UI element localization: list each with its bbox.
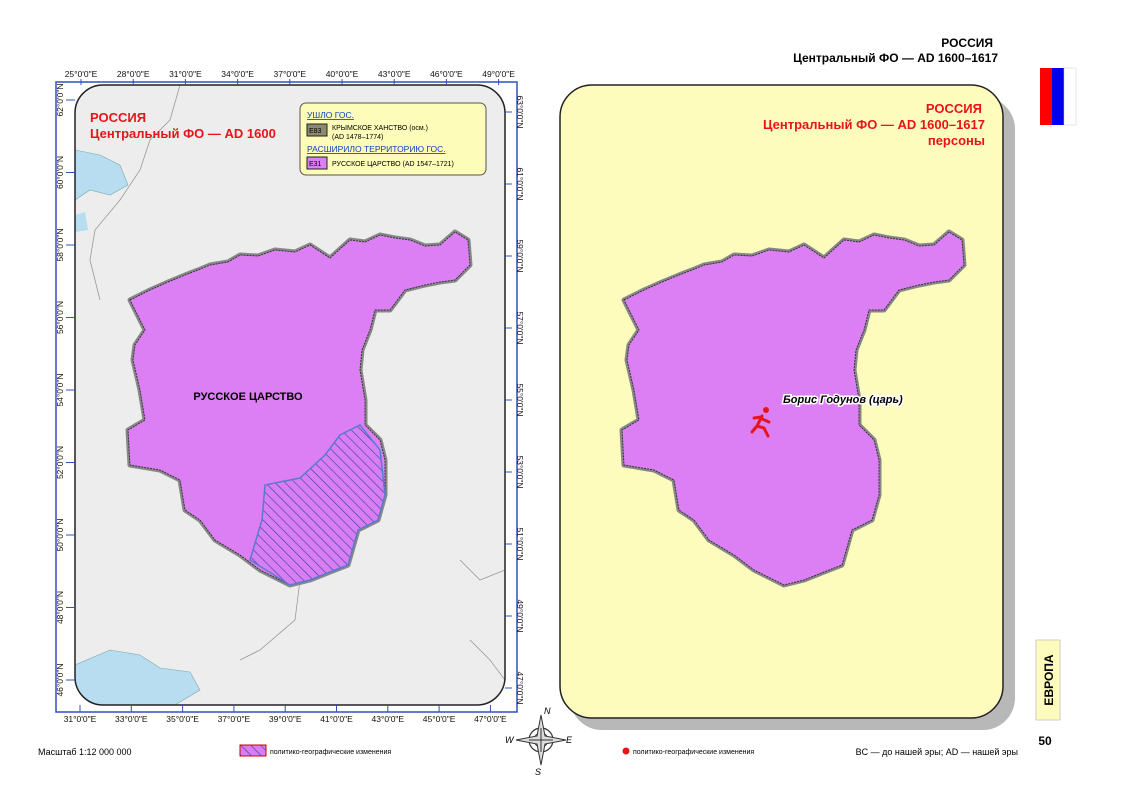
- right-tick-label: 61°0'0"N: [515, 167, 525, 200]
- left-subtitle: Центральный ФО — AD 1600: [90, 126, 276, 141]
- top-tick-label: 31°0'0"E: [169, 69, 202, 79]
- legend: УШЛО ГОС. E83 КРЫМСКОЕ ХАНСТВО (осм.) (A…: [299, 102, 487, 176]
- top-tick-label: 37°0'0"E: [273, 69, 306, 79]
- left-tick-label: 52°0'0"N: [55, 446, 65, 479]
- legend-item: (AD 1478–1774): [332, 134, 383, 141]
- dot-swatch: [622, 747, 630, 755]
- region-label: РУССКОЕ ЦАРСТВО: [193, 391, 303, 403]
- right-title: РОССИЯ: [926, 101, 982, 116]
- hatched-change: [249, 424, 386, 586]
- person-label: Борис Годунов (царь): [783, 394, 903, 406]
- bottom-tick-label: 43°0'0"E: [371, 714, 404, 724]
- right-tick-label: 47°0'0"N: [515, 671, 525, 704]
- flag: [1040, 67, 1077, 126]
- top-tick-label: 49°0'0"E: [482, 69, 515, 79]
- bottom-tick-label: 41°0'0"E: [320, 714, 353, 724]
- left-title: РОССИЯ: [90, 110, 146, 125]
- left-tick-label: 62°0'0"N: [55, 83, 65, 116]
- hatch-swatch: [239, 744, 267, 757]
- top-tick-label: 46°0'0"E: [430, 69, 463, 79]
- header-title: РОССИЯ: [941, 36, 993, 50]
- top-tick-label: 43°0'0"E: [378, 69, 411, 79]
- header-subtitle: Центральный ФО — AD 1600–1617: [793, 51, 998, 65]
- legend-code: E83: [309, 128, 322, 135]
- legend-item: КРЫМСКОЕ ХАНСТВО (осм.): [332, 125, 428, 132]
- legend-heading: РАСШИРИЛО ТЕРРИТОРИЮ ГОС.: [307, 144, 446, 154]
- compass: [515, 714, 567, 766]
- graticule-frame: [55, 81, 518, 713]
- legend-code: E31: [309, 161, 322, 168]
- right-tick-label: 63°0'0"N: [515, 95, 525, 128]
- left-tick-label: 58°0'0"N: [55, 228, 65, 261]
- bottom-tick-label: 39°0'0"E: [269, 714, 302, 724]
- compass-n: N: [544, 706, 551, 716]
- left-map-geo: [75, 85, 505, 705]
- legend-item: РУССКОЕ ЦАРСТВО (AD 1547–1721): [332, 161, 454, 168]
- top-tick-label: 34°0'0"E: [221, 69, 254, 79]
- bottom-tick-label: 33°0'0"E: [115, 714, 148, 724]
- page-number: 50: [1038, 734, 1052, 748]
- left-tick-label: 56°0'0"N: [55, 301, 65, 334]
- scale: Масштаб 1:12 000 000: [38, 747, 132, 757]
- graticule-ticks: 25°0'0"E 28°0'0"E 31°0'0"E 34°0'0"E 37°0'0"E…: [55, 69, 525, 724]
- compass-s: S: [535, 767, 541, 777]
- hatch-note: политико-географические изменения: [270, 749, 391, 756]
- bottom-tick-label: 47°0'0"E: [474, 714, 507, 724]
- compass-e: E: [566, 735, 573, 745]
- legend-heading: УШЛО ГОС.: [307, 110, 354, 120]
- right-tick-label: 53°0'0"N: [515, 455, 525, 488]
- dot-note: политико-географические изменения: [633, 749, 754, 756]
- continent: ЕВРОПА: [1042, 654, 1056, 705]
- right-subject: персоны: [928, 133, 985, 148]
- top-tick-label: 28°0'0"E: [117, 69, 150, 79]
- person-icon: [750, 407, 771, 438]
- compass-w: W: [505, 735, 515, 745]
- continent-box: [1035, 639, 1061, 721]
- left-tick-label: 60°0'0"N: [55, 156, 65, 189]
- era-note: BC — до нашей эры; AD — нашей эры: [856, 747, 1018, 757]
- top-tick-label: 25°0'0"E: [65, 69, 98, 79]
- left-tick-label: 54°0'0"N: [55, 373, 65, 406]
- bottom-tick-label: 37°0'0"E: [218, 714, 251, 724]
- top-tick-label: 40°0'0"E: [326, 69, 359, 79]
- right-tick-label: 57°0'0"N: [515, 311, 525, 344]
- left-tick-label: 46°0'0"N: [55, 663, 65, 696]
- bottom-tick-label: 45°0'0"E: [423, 714, 456, 724]
- right-tick-label: 59°0'0"N: [515, 239, 525, 272]
- right-tick-label: 51°0'0"N: [515, 527, 525, 560]
- right-subtitle: Центральный ФО — AD 1600–1617: [763, 117, 985, 132]
- right-tick-label: 49°0'0"N: [515, 599, 525, 632]
- bottom-tick-label: 35°0'0"E: [166, 714, 199, 724]
- left-tick-label: 50°0'0"N: [55, 518, 65, 551]
- bottom-tick-label: 31°0'0"E: [64, 714, 97, 724]
- right-tick-label: 55°0'0"N: [515, 383, 525, 416]
- left-tick-label: 48°0'0"N: [55, 591, 65, 624]
